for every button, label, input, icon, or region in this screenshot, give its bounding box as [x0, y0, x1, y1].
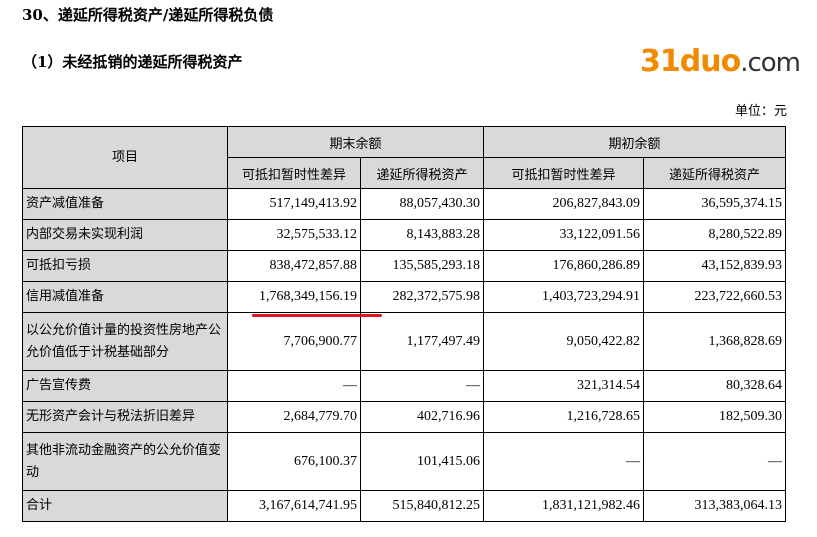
cell-value: —: [227, 370, 361, 402]
cell-value: —: [483, 432, 644, 491]
table-row: 无形资产会计与税法折旧差异 2,684,779.70 402,716.96 1,216…: [22, 401, 786, 433]
cell-value: 1,216,728.65: [483, 401, 644, 433]
red-underline-annotation: [252, 314, 382, 317]
cell-value: 1,368,828.69: [643, 312, 786, 371]
cell-value: 9,050,422.82: [483, 312, 644, 371]
cell-value: 182,509.30: [643, 401, 786, 433]
header-item: 项目: [22, 126, 228, 189]
table-row: 资产减值准备 517,149,413.92 88,057,430.30 206,827…: [22, 188, 786, 220]
row-label: 资产减值准备: [22, 188, 228, 220]
cell-value: 515,840,812.25: [360, 490, 484, 522]
section-title: 30、递延所得税资产/递延所得税负债: [22, 6, 274, 24]
cell-value: 36,595,374.15: [643, 188, 786, 220]
cell-value: 676,100.37: [227, 432, 361, 491]
row-label: 其他非流动金融资产的公允价值变动: [22, 432, 228, 491]
table-row: 可抵扣亏损 838,472,857.88 135,585,293.18 176,860…: [22, 250, 786, 282]
watermark-logo: 31duo.com: [640, 44, 801, 79]
header-end: 期末余额: [227, 126, 484, 158]
table-row: 合计 3,167,614,741.95 515,840,812.25 1,831,12…: [22, 490, 786, 522]
table-row: 其他非流动金融资产的公允价值变动 676,100.37 101,415.06— —: [22, 432, 786, 491]
row-label: 无形资产会计与税法折旧差异: [22, 401, 228, 433]
cell-value: —: [643, 432, 786, 491]
cell-value: 282,372,575.98: [360, 281, 484, 313]
row-label: 合计: [22, 490, 228, 522]
cell-value: 517,149,413.92: [227, 188, 361, 220]
unit-label: 单位：元: [734, 104, 787, 119]
cell-value: 3,167,614,741.95: [227, 490, 361, 522]
cell-value: 321,314.54: [483, 370, 644, 402]
header-begin-diff: 可抵扣暂时性差异: [483, 157, 644, 189]
cell-value: 43,152,839.93: [643, 250, 786, 282]
cell-value: 176,860,286.89: [483, 250, 644, 282]
cell-value: 8,280,522.89: [643, 219, 786, 251]
table-row: 广告宣传费 — —321,314.54 80,328.64: [22, 370, 786, 402]
cell-value: 2,684,779.70: [227, 401, 361, 433]
cell-value: 7,706,900.77: [227, 312, 361, 371]
cell-value: 8,143,883.28: [360, 219, 484, 251]
watermark-suffix: .com: [740, 48, 801, 78]
table-row: 以公允价值计量的投资性房地产公允价值低于计税基础部分 7,706,900.77 1,…: [22, 312, 786, 371]
sub-title: （1）未经抵销的递延所得税资产: [22, 53, 243, 71]
cell-value: 223,722,660.53: [643, 281, 786, 313]
row-label: 可抵扣亏损: [22, 250, 228, 282]
cell-value: 101,415.06: [360, 432, 484, 491]
header-begin-asset: 递延所得税资产: [643, 157, 786, 189]
cell-value: 402,716.96: [360, 401, 484, 433]
header-end-asset: 递延所得税资产: [360, 157, 484, 189]
deferred-tax-table: 项目 期末余额 期初余额 可抵扣暂时性差异 递延所得税资产 可抵扣暂时性差异 递…: [22, 126, 786, 522]
row-label: 信用减值准备: [22, 281, 228, 313]
cell-value: 838,472,857.88: [227, 250, 361, 282]
cell-value: —: [360, 370, 484, 402]
cell-value: 1,177,497.49: [360, 312, 484, 371]
row-label: 内部交易未实现利润: [22, 219, 228, 251]
cell-value: 1,403,723,294.91: [483, 281, 644, 313]
cell-value: 88,057,430.30: [360, 188, 484, 220]
cell-value: 206,827,843.09: [483, 188, 644, 220]
cell-value: 32,575,533.12: [227, 219, 361, 251]
cell-value: 135,585,293.18: [360, 250, 484, 282]
cell-value: 1,768,349,156.19: [227, 281, 361, 313]
row-label: 广告宣传费: [22, 370, 228, 402]
cell-value: 1,831,121,982.46: [483, 490, 644, 522]
table-row: 内部交易未实现利润 32,575,533.12 8,143,883.28 33,122…: [22, 219, 786, 251]
cell-value: 33,122,091.56: [483, 219, 644, 251]
cell-value: 80,328.64: [643, 370, 786, 402]
watermark-main: 31duo: [640, 44, 741, 79]
header-end-diff: 可抵扣暂时性差异: [227, 157, 361, 189]
row-label: 以公允价值计量的投资性房地产公允价值低于计税基础部分: [22, 312, 228, 371]
cell-value: 313,383,064.13: [643, 490, 786, 522]
header-begin: 期初余额: [483, 126, 786, 158]
table-row: 信用减值准备 1,768,349,156.19 282,372,575.98 1,40…: [22, 281, 786, 313]
